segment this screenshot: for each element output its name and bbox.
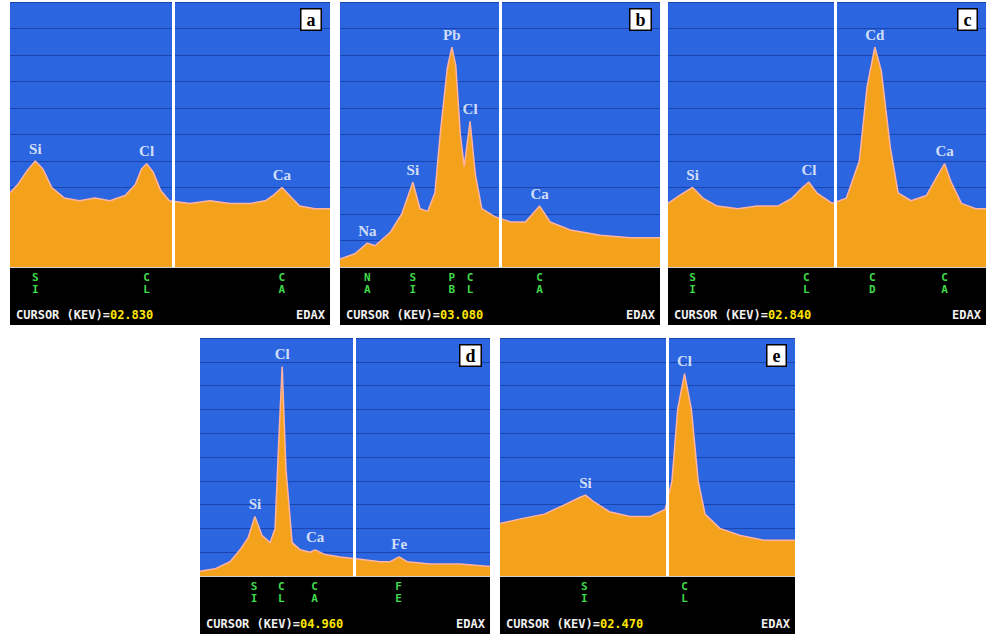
svg-text:C: C <box>311 579 318 593</box>
svg-text:C: C <box>277 579 285 593</box>
svg-text:EDAX: EDAX <box>761 617 791 631</box>
svg-text:Ca: Ca <box>531 186 550 202</box>
svg-text:Cl: Cl <box>463 101 478 117</box>
svg-text:A: A <box>536 283 543 296</box>
svg-text:L: L <box>681 592 688 605</box>
svg-text:Ca: Ca <box>935 143 954 159</box>
svg-text:Si: Si <box>686 167 699 183</box>
svg-text:CURSOR (KEV)=: CURSOR (KEV)= <box>346 308 440 322</box>
svg-text:EDAX: EDAX <box>296 308 326 322</box>
svg-text:c: c <box>964 10 972 30</box>
svg-text:A: A <box>279 283 286 296</box>
svg-text:Fe: Fe <box>391 536 407 552</box>
svg-text:S: S <box>32 270 39 284</box>
svg-text:Cl: Cl <box>139 143 154 159</box>
svg-text:Na: Na <box>358 223 377 239</box>
svg-text:a: a <box>307 10 316 30</box>
svg-text:S: S <box>689 270 696 284</box>
svg-text:Cl: Cl <box>275 346 290 362</box>
svg-text:I: I <box>689 283 696 296</box>
svg-text:S: S <box>250 579 258 593</box>
svg-text:I: I <box>581 592 588 605</box>
svg-text:Si: Si <box>249 496 262 512</box>
svg-text:EDAX: EDAX <box>626 308 656 322</box>
svg-text:04.960: 04.960 <box>300 617 343 631</box>
svg-text:02.840: 02.840 <box>768 308 811 322</box>
svg-text:L: L <box>278 592 285 605</box>
svg-text:S: S <box>581 579 588 593</box>
svg-text:D: D <box>869 283 876 296</box>
svg-text:d: d <box>465 346 475 366</box>
svg-text:L: L <box>803 283 810 296</box>
svg-text:I: I <box>410 283 417 296</box>
svg-text:C: C <box>466 270 474 284</box>
svg-text:F: F <box>395 579 402 593</box>
svg-text:S: S <box>409 270 417 284</box>
svg-text:C: C <box>278 270 286 284</box>
svg-text:e: e <box>773 346 781 366</box>
svg-text:C: C <box>868 270 876 284</box>
svg-text:E: E <box>395 592 402 605</box>
svg-text:CURSOR (KEV)=: CURSOR (KEV)= <box>674 308 768 322</box>
svg-text:B: B <box>449 283 456 296</box>
svg-text:CURSOR (KEV)=: CURSOR (KEV)= <box>16 308 110 322</box>
svg-text:C: C <box>681 579 688 593</box>
svg-text:Pb: Pb <box>443 27 461 43</box>
svg-text:03.080: 03.080 <box>440 308 483 322</box>
svg-text:Ca: Ca <box>306 529 325 545</box>
svg-text:I: I <box>251 592 258 605</box>
svg-text:Ca: Ca <box>273 167 292 183</box>
svg-text:C: C <box>143 270 150 284</box>
svg-text:Si: Si <box>29 141 42 157</box>
svg-text:L: L <box>467 283 474 296</box>
svg-text:I: I <box>32 283 39 296</box>
svg-text:Si: Si <box>579 475 592 491</box>
svg-text:CURSOR (KEV)=: CURSOR (KEV)= <box>206 617 300 631</box>
svg-text:A: A <box>311 592 318 605</box>
svg-text:A: A <box>364 283 371 296</box>
svg-text:EDAX: EDAX <box>952 308 982 322</box>
svg-text:02.830: 02.830 <box>110 308 153 322</box>
svg-text:Cd: Cd <box>865 27 885 43</box>
svg-text:EDAX: EDAX <box>456 617 486 631</box>
svg-text:A: A <box>941 283 948 296</box>
svg-text:Si: Si <box>407 162 420 178</box>
svg-text:CURSOR (KEV)=: CURSOR (KEV)= <box>506 617 600 631</box>
svg-text:02.470: 02.470 <box>600 617 643 631</box>
svg-text:N: N <box>364 270 371 284</box>
svg-text:C: C <box>941 270 948 284</box>
svg-text:P: P <box>448 270 456 284</box>
svg-text:Cl: Cl <box>801 162 816 178</box>
svg-text:C: C <box>803 270 810 284</box>
svg-text:b: b <box>635 10 645 30</box>
svg-text:Cl: Cl <box>677 353 692 369</box>
svg-text:C: C <box>536 270 543 284</box>
svg-text:L: L <box>143 283 150 296</box>
